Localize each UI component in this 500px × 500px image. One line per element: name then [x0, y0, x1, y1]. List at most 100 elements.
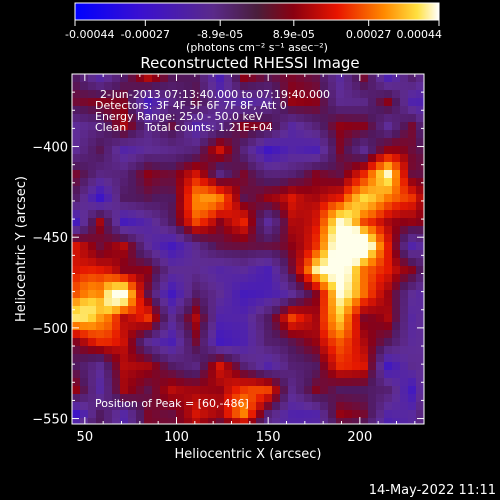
heatmap-cell	[232, 258, 241, 267]
heatmap-cell	[368, 186, 377, 195]
heatmap-cell	[312, 258, 321, 267]
heatmap-cell	[352, 178, 361, 187]
heatmap-cell	[192, 170, 201, 179]
heatmap-cell	[192, 106, 201, 115]
heatmap-cell	[216, 74, 225, 83]
heatmap-cell	[392, 202, 401, 211]
heatmap-cell	[160, 138, 169, 147]
heatmap-cell	[112, 226, 121, 235]
heatmap-cell	[304, 274, 313, 283]
heatmap-cell	[120, 306, 129, 315]
heatmap-cell	[200, 162, 209, 171]
heatmap-cell	[328, 106, 337, 115]
heatmap-cell	[96, 370, 105, 379]
heatmap-cell	[208, 202, 217, 211]
heatmap-cell	[112, 234, 121, 243]
heatmap-cell	[232, 274, 241, 283]
heatmap-cell	[224, 162, 233, 171]
heatmap-cell	[96, 74, 105, 83]
heatmap-cell	[192, 386, 201, 395]
heatmap-cell	[376, 194, 385, 203]
heatmap-cell	[200, 90, 209, 99]
heatmap-cell	[352, 82, 361, 91]
heatmap-cell	[176, 378, 185, 387]
heatmap-cell	[400, 274, 409, 283]
heatmap-cell	[72, 370, 81, 379]
chart-title: Reconstructed RHESSI Image	[140, 54, 359, 72]
heatmap-cell	[280, 170, 289, 179]
heatmap-cell	[392, 162, 401, 171]
heatmap-cell	[384, 210, 393, 219]
heatmap-cell	[200, 178, 209, 187]
heatmap-cell	[264, 82, 273, 91]
heatmap-cell	[352, 370, 361, 379]
heatmap-cell	[392, 130, 401, 139]
heatmap-cell	[176, 322, 185, 331]
heatmap-cell	[368, 338, 377, 347]
heatmap-cell	[392, 362, 401, 371]
heatmap-cell	[328, 258, 337, 267]
heatmap-cell	[216, 370, 225, 379]
heatmap-cell	[296, 386, 305, 395]
heatmap-cell	[360, 154, 369, 163]
heatmap-cell	[328, 194, 337, 203]
heatmap-cell	[368, 354, 377, 363]
heatmap-cell	[240, 274, 249, 283]
heatmap-cell	[136, 266, 145, 275]
heatmap-cell	[416, 274, 424, 283]
heatmap-cell	[144, 226, 153, 235]
heatmap-cell	[184, 202, 193, 211]
heatmap-cell	[96, 306, 105, 315]
heatmap-cell	[368, 402, 377, 411]
heatmap-cell	[384, 74, 393, 83]
heatmap-cell	[368, 218, 377, 227]
heatmap-cell	[80, 322, 89, 331]
heatmap-cell	[416, 162, 424, 171]
heatmap-cell	[344, 202, 353, 211]
heatmap-cell	[232, 354, 241, 363]
heatmap-cell	[152, 178, 161, 187]
x-tick-label: 150	[256, 430, 281, 445]
heatmap-cell	[344, 90, 353, 99]
heatmap-cell	[184, 338, 193, 347]
heatmap-cell	[176, 74, 185, 83]
heatmap-cell	[320, 314, 329, 323]
heatmap-cell	[280, 74, 289, 83]
heatmap-cell	[144, 74, 153, 83]
heatmap-cell	[208, 394, 217, 403]
heatmap-cell	[272, 130, 281, 139]
heatmap-cell	[168, 378, 177, 387]
heatmap-cell	[368, 298, 377, 307]
heatmap-cell	[280, 186, 289, 195]
heatmap-cell	[72, 74, 81, 83]
heatmap-cell	[368, 178, 377, 187]
heatmap-cell	[184, 154, 193, 163]
heatmap-cell	[104, 322, 113, 331]
heatmap-cell	[168, 154, 177, 163]
heatmap-cell	[400, 322, 409, 331]
heatmap-cell	[88, 218, 97, 227]
heatmap-cell	[376, 354, 385, 363]
heatmap-cell	[168, 394, 177, 403]
heatmap-cell	[224, 298, 233, 307]
heatmap-cell	[408, 154, 417, 163]
heatmap-cell	[88, 74, 97, 83]
heatmap-cell	[176, 362, 185, 371]
heatmap-cell	[288, 226, 297, 235]
heatmap-cell	[176, 178, 185, 187]
heatmap-cell	[144, 242, 153, 251]
heatmap-cell	[392, 90, 401, 99]
heatmap-cell	[344, 258, 353, 267]
heatmap-cell	[416, 130, 424, 139]
heatmap-cell	[296, 234, 305, 243]
heatmap-cell	[264, 154, 273, 163]
heatmap-cell	[400, 234, 409, 243]
heatmap-cell	[224, 98, 233, 107]
heatmap-cell	[96, 82, 105, 91]
heatmap-cell	[288, 266, 297, 275]
heatmap-cell	[184, 386, 193, 395]
heatmap-cell	[184, 242, 193, 251]
heatmap-cell	[208, 146, 217, 155]
heatmap-cell	[176, 346, 185, 355]
heatmap-cell	[416, 386, 424, 395]
